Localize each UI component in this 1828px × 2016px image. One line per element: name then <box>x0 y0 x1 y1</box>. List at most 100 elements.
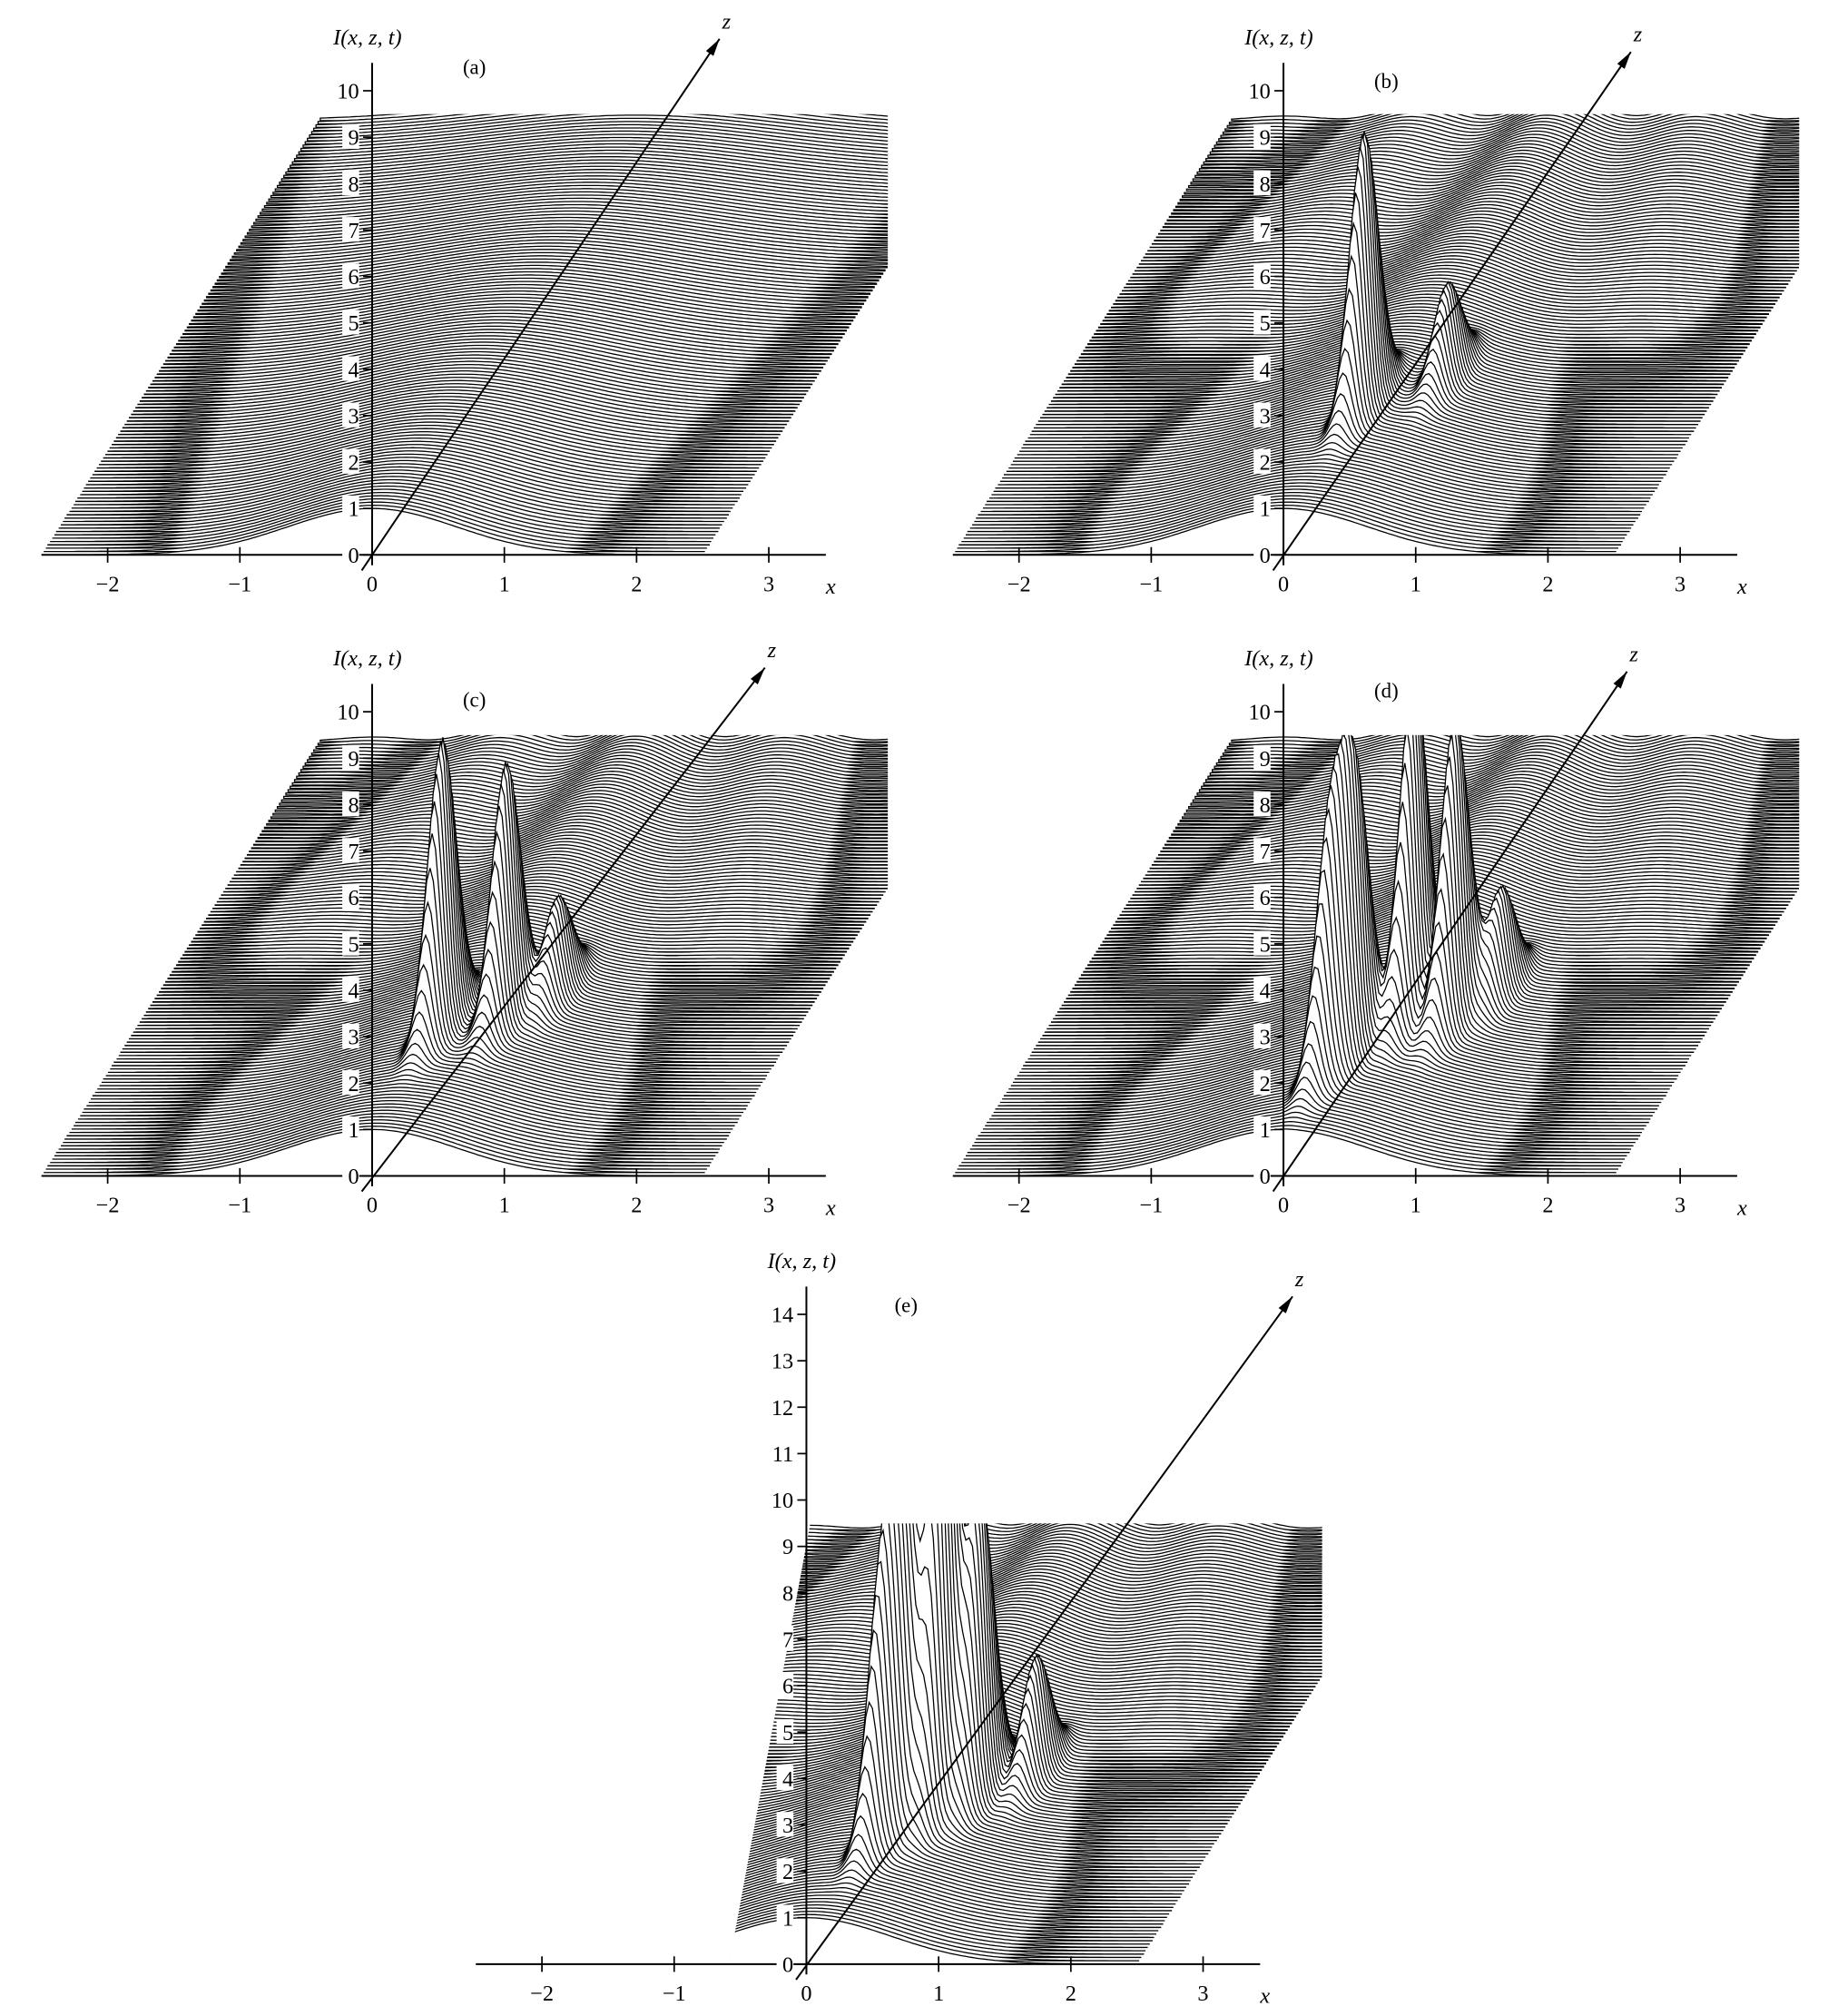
y-tick-label-bg <box>1253 1069 1271 1096</box>
y-tick-label-bg <box>342 930 359 956</box>
z-axis-label: z <box>767 638 777 663</box>
y-tick-label-bg <box>342 123 359 149</box>
y-tick-label-bg <box>1253 356 1271 381</box>
y-tick-label-bg <box>342 170 359 196</box>
y-axis-label: I(x, z, t) <box>767 1249 836 1274</box>
y-tick-label: 0 <box>1260 544 1271 568</box>
surface-profile <box>719 1814 1173 1912</box>
y-tick-label-bg <box>1253 402 1271 428</box>
y-tick-label: 5 <box>349 932 359 957</box>
y-tick-label: 6 <box>349 265 359 290</box>
x-axis-label: x <box>1259 1984 1270 2009</box>
y-tick-label-bg <box>1253 1023 1271 1048</box>
y-tick-label-bg <box>764 1487 794 1512</box>
y-tick-label-bg <box>776 1812 794 1837</box>
y-tick-label-bg <box>342 263 359 289</box>
y-tick-label-bg <box>342 1163 359 1188</box>
y-tick-label-bg <box>342 217 359 242</box>
y-tick-label-bg <box>342 448 359 474</box>
x-tick-label: 0 <box>367 1193 378 1217</box>
z-axis <box>1272 51 1632 572</box>
y-tick-label-bg <box>1253 792 1271 817</box>
y-tick-label: 4 <box>349 358 359 382</box>
surface-profile <box>753 1523 1322 1531</box>
x-tick-label: 2 <box>631 1193 642 1217</box>
z-axis-label: z <box>1294 1267 1304 1292</box>
y-tick-label-bg <box>764 1441 794 1466</box>
x-tick-label: 2 <box>1066 1982 1076 2006</box>
y-tick-label: 7 <box>349 840 359 864</box>
x-tick-label: 2 <box>1542 1193 1553 1217</box>
panel-label: (e) <box>895 1293 918 1316</box>
y-tick-label-bg <box>342 542 359 567</box>
y-axis-label: I(x, z, t) <box>1243 646 1312 671</box>
y-tick-label: 1 <box>1260 497 1271 522</box>
z-axis-arrowhead <box>1613 671 1627 689</box>
y-tick-label: 7 <box>349 219 359 243</box>
y-tick-label: 7 <box>782 1628 793 1653</box>
x-axis-label: x <box>1736 1195 1747 1220</box>
z-axis-label: z <box>1628 642 1638 666</box>
z-axis-arrowhead <box>1617 52 1631 69</box>
y-tick-label: 9 <box>1260 126 1271 151</box>
y-tick-label: 6 <box>782 1675 793 1699</box>
y-tick-label: 8 <box>1260 172 1271 197</box>
x-tick-label: −1 <box>228 1193 251 1217</box>
y-tick-label: 2 <box>1260 1072 1271 1097</box>
y-tick-label: 8 <box>349 793 359 818</box>
y-tick-label-bg <box>776 1626 794 1651</box>
y-tick-label-bg <box>1253 263 1271 289</box>
y-tick-label: 9 <box>782 1535 793 1559</box>
y-tick-label-bg <box>342 1116 359 1142</box>
y-tick-label: 10 <box>337 701 359 725</box>
y-tick-label: 6 <box>1260 886 1271 910</box>
y-tick-label: 10 <box>771 1489 793 1513</box>
panel-b: −2 −1 0 1 2 3 0 1 2 3 4 5 6 7 8 9 10 I(x, z, t) x z (b) <box>952 23 1800 599</box>
x-tick-label: 1 <box>933 1982 944 2006</box>
surface <box>41 113 889 556</box>
y-axis-label: I(x, z, t) <box>332 646 401 671</box>
y-tick-label: 2 <box>782 1860 793 1884</box>
x-tick-label: 3 <box>1675 1193 1685 1217</box>
y-tick-label-bg <box>1253 744 1271 771</box>
x-tick-label: −1 <box>1139 1193 1163 1217</box>
y-tick-label-bg <box>764 1393 794 1420</box>
x-tick-label: 3 <box>1675 572 1685 596</box>
z-axis <box>360 38 721 572</box>
y-tick-label: 5 <box>1260 311 1271 336</box>
y-tick-label-bg <box>1253 170 1271 196</box>
z-axis-label: z <box>1633 23 1643 47</box>
y-tick-label: 5 <box>349 311 359 336</box>
panel-label: (d) <box>1374 679 1399 702</box>
x-tick-label: −1 <box>663 1982 686 2006</box>
y-tick-label: 5 <box>1260 932 1271 957</box>
y-tick-label-bg <box>342 744 359 771</box>
y-tick-label: 13 <box>771 1350 793 1374</box>
x-tick-label: 3 <box>763 572 774 596</box>
y-tick-label: 2 <box>349 451 359 476</box>
y-tick-label: 6 <box>349 886 359 910</box>
panel-a: −2 −1 0 1 2 3 0 1 2 3 4 5 6 7 8 9 10 I(x, z, t) x z (a) <box>41 9 889 599</box>
panel-c: −2 −1 0 1 2 3 0 1 2 3 4 5 6 7 8 9 10 I(x, z, t) x z (c) <box>41 638 889 1220</box>
y-tick-label: 0 <box>349 544 359 568</box>
y-tick-label: 7 <box>1260 840 1271 864</box>
y-tick-label-bg <box>776 1858 794 1883</box>
surface <box>719 1523 1322 1965</box>
z-axis <box>360 666 766 1193</box>
y-tick-label-bg <box>330 77 359 103</box>
x-tick-label: 0 <box>1278 1193 1289 1217</box>
y-tick-label: 3 <box>349 1026 359 1050</box>
y-tick-label: 3 <box>1260 1026 1271 1050</box>
surface <box>952 113 1800 556</box>
y-tick-label-bg <box>776 1718 794 1745</box>
x-tick-label: −2 <box>530 1982 554 2006</box>
y-tick-label-bg <box>764 1301 794 1326</box>
x-axis-label: x <box>825 575 836 599</box>
y-tick-label-bg <box>1253 1163 1271 1188</box>
surface <box>952 734 1800 1177</box>
y-tick-label: 1 <box>782 1906 793 1931</box>
y-tick-label: 3 <box>1260 404 1271 428</box>
z-axis-arrowhead <box>705 38 720 56</box>
